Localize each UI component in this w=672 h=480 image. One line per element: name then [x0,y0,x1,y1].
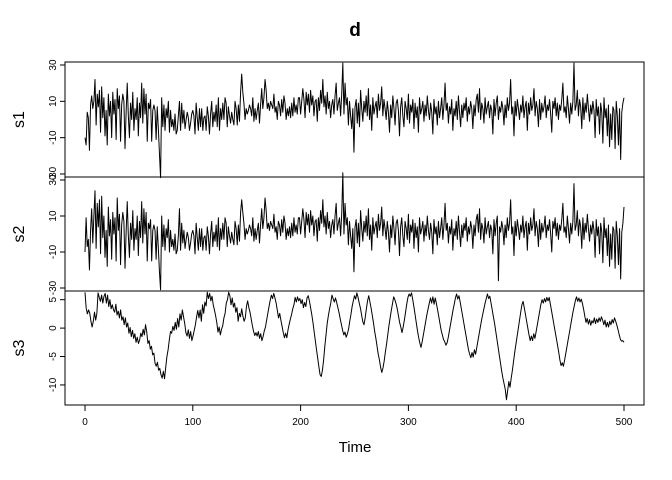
chart-title: d [349,20,361,41]
x-tick-label: 400 [508,417,525,428]
series-line-s3 [84,291,625,401]
y-tick-label: 30 [48,59,59,71]
y-tick-label: -5 [48,352,59,361]
x-tick-label: 200 [292,417,309,428]
y-tick-label: -10 [48,130,59,145]
y-tick-label: 10 [48,95,59,107]
x-tick-label: 0 [82,417,88,428]
y-axis-label-s3: s3 [11,339,28,356]
y-axis-label-s1: s1 [11,111,28,128]
y-tick-label: -10 [48,377,59,392]
y-tick-label: -30 [48,280,59,295]
y-tick-label: 10 [48,210,59,222]
y-tick-label: 0 [48,325,59,331]
series-line-s2 [84,172,625,291]
y-tick-label: 30 [48,174,59,186]
x-tick-label: 300 [400,417,417,428]
x-axis: 0 100 200 300 400 500 [82,404,633,428]
x-tick-label: 100 [184,417,201,428]
y-tick-label: -30 [48,166,59,181]
y-axis-label-s2: s2 [11,225,28,242]
series-line-s1 [84,62,625,179]
x-axis-label: Time [339,439,372,456]
y-tick-label: -10 [48,244,59,259]
y-tick-label: 5 [48,296,59,302]
x-tick-label: 500 [616,417,633,428]
